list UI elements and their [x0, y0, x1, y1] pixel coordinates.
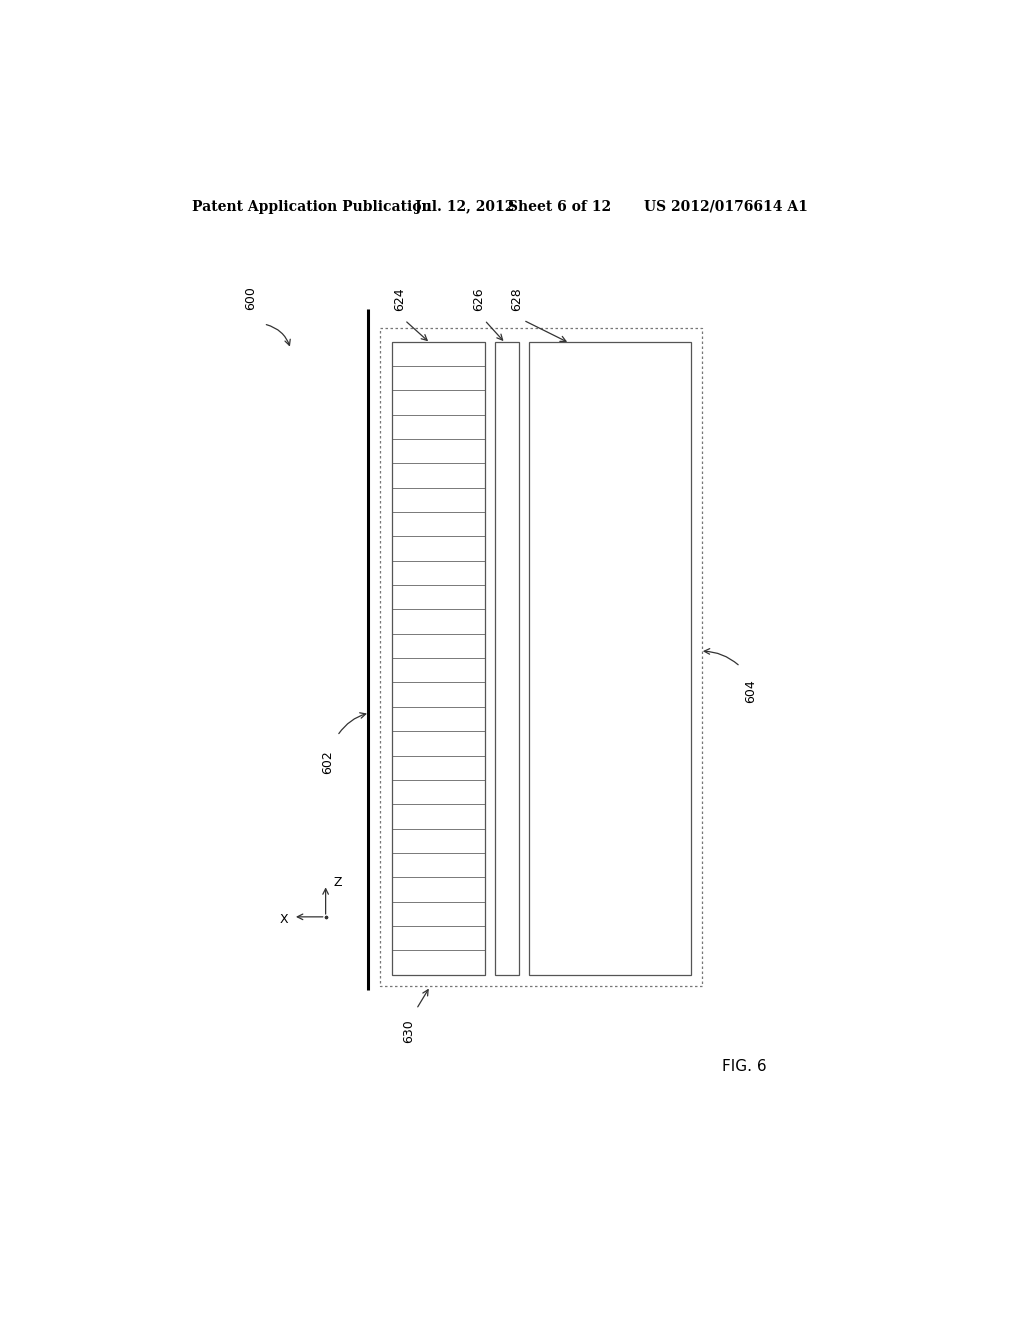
Text: 626: 626: [472, 288, 485, 312]
Text: 604: 604: [743, 680, 757, 704]
Text: FIG. 6: FIG. 6: [722, 1059, 766, 1074]
Text: X: X: [280, 913, 288, 927]
Text: 624: 624: [393, 288, 406, 312]
Text: Sheet 6 of 12: Sheet 6 of 12: [508, 199, 611, 214]
Text: Patent Application Publication: Patent Application Publication: [191, 199, 431, 214]
Text: US 2012/0176614 A1: US 2012/0176614 A1: [644, 199, 808, 214]
Text: 628: 628: [511, 288, 523, 312]
Text: Jul. 12, 2012: Jul. 12, 2012: [415, 199, 514, 214]
Text: 630: 630: [402, 1019, 415, 1043]
Bar: [391, 342, 484, 974]
Bar: [380, 327, 701, 986]
Text: 602: 602: [322, 750, 335, 774]
Text: Z: Z: [334, 876, 342, 890]
Bar: [529, 342, 690, 974]
Text: 600: 600: [244, 286, 257, 310]
Bar: [495, 342, 519, 974]
